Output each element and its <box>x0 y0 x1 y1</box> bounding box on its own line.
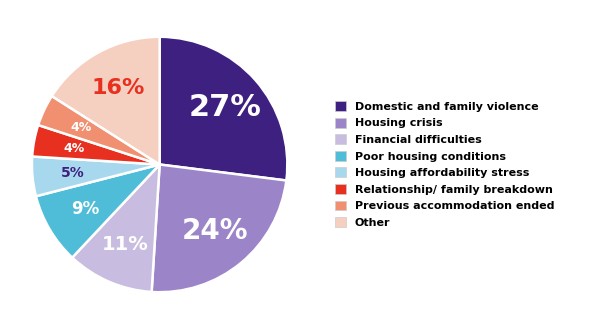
Wedge shape <box>72 164 160 292</box>
Text: 4%: 4% <box>64 142 85 155</box>
Text: 27%: 27% <box>188 92 261 122</box>
Wedge shape <box>160 37 287 181</box>
Wedge shape <box>32 157 160 196</box>
Wedge shape <box>36 164 160 258</box>
Text: 5%: 5% <box>61 166 85 180</box>
Wedge shape <box>52 37 160 164</box>
Wedge shape <box>152 164 286 292</box>
Text: 16%: 16% <box>91 78 144 98</box>
Legend: Domestic and family violence, Housing crisis, Financial difficulties, Poor housi: Domestic and family violence, Housing cr… <box>331 98 558 231</box>
Text: 24%: 24% <box>182 217 248 245</box>
Text: 9%: 9% <box>71 200 99 218</box>
Wedge shape <box>32 125 160 164</box>
Wedge shape <box>38 96 160 164</box>
Text: 11%: 11% <box>102 235 149 254</box>
Text: 4%: 4% <box>71 121 91 134</box>
